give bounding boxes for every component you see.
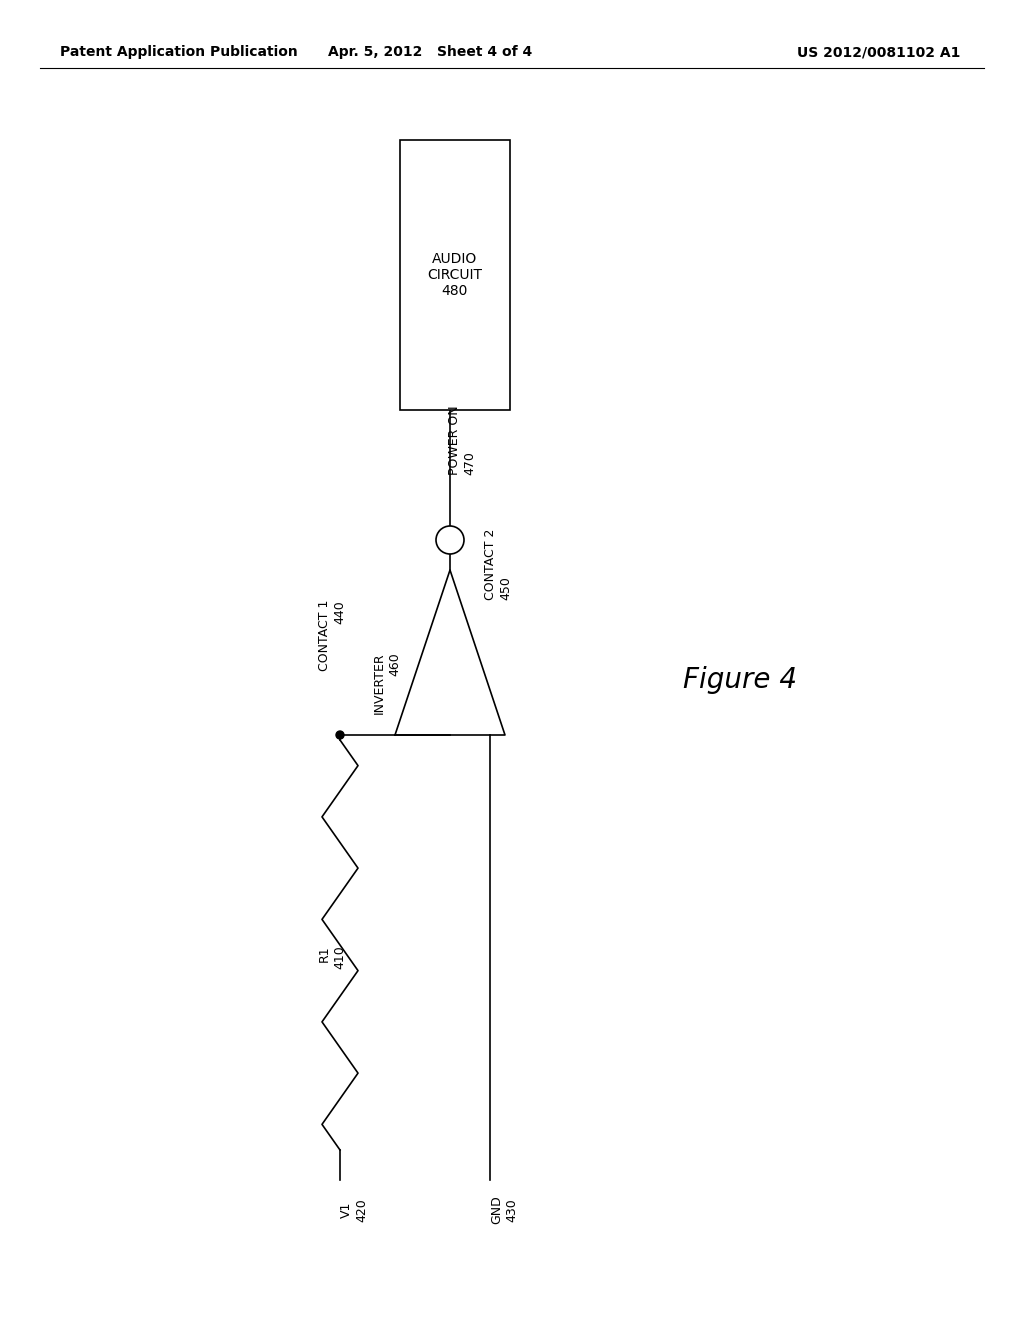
Text: CONTACT 2
450: CONTACT 2 450 (484, 528, 512, 601)
Text: INVERTER
460: INVERTER 460 (373, 652, 401, 714)
Text: R1
410: R1 410 (318, 945, 346, 969)
Text: CONTACT 1
440: CONTACT 1 440 (318, 601, 346, 672)
Text: Patent Application Publication: Patent Application Publication (60, 45, 298, 59)
Text: US 2012/0081102 A1: US 2012/0081102 A1 (797, 45, 961, 59)
Bar (400, 140, 510, 411)
Circle shape (336, 731, 344, 739)
Text: V1
420: V1 420 (340, 1199, 368, 1222)
Text: Figure 4: Figure 4 (683, 667, 797, 694)
Text: Apr. 5, 2012   Sheet 4 of 4: Apr. 5, 2012 Sheet 4 of 4 (328, 45, 532, 59)
Text: AUDIO
CIRCUIT
480: AUDIO CIRCUIT 480 (427, 252, 482, 298)
Text: GND
430: GND 430 (490, 1196, 518, 1225)
Circle shape (436, 525, 464, 554)
Text: POWER ON
470: POWER ON 470 (449, 405, 476, 475)
